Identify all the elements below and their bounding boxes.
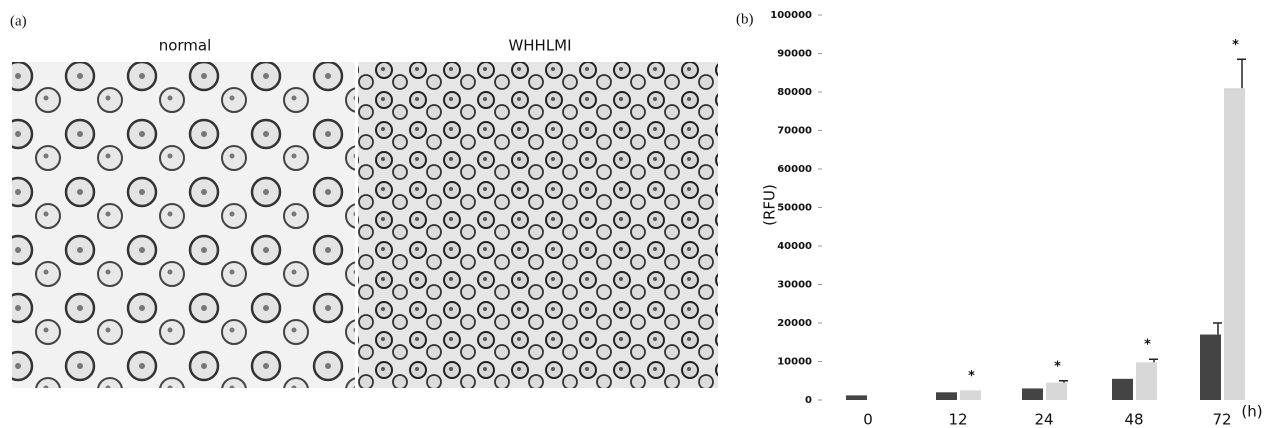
bar <box>1022 388 1043 400</box>
panel-label: (a) <box>10 13 27 29</box>
y-axis-label: (RFU) <box>761 184 779 226</box>
image-label: WHHLMI <box>508 37 571 55</box>
x-tick-label: 72 <box>1212 411 1231 428</box>
y-tick-label: 70000 <box>777 126 812 137</box>
significance-marker: * <box>1144 338 1151 353</box>
x-tick-label: 12 <box>948 411 967 428</box>
micrograph <box>12 62 355 388</box>
error-bar <box>1237 58 1246 89</box>
panel-label: (b) <box>736 11 754 27</box>
y-tick-label: 100000 <box>770 10 812 21</box>
y-tick-label: 30000 <box>777 280 812 291</box>
y-tick-label: 0 <box>805 395 812 406</box>
y-tick-label: 10000 <box>777 357 812 368</box>
significance-marker: * <box>968 369 975 384</box>
y-tick-label: 50000 <box>777 203 812 214</box>
micrograph <box>358 62 718 388</box>
bar <box>936 392 957 400</box>
bar <box>960 390 981 400</box>
bar <box>1112 378 1133 400</box>
x-tick-label: 0 <box>863 411 873 428</box>
y-tick-label: 40000 <box>777 241 812 252</box>
x-axis-label: (h) <box>1241 403 1262 421</box>
y-tick-label: 20000 <box>777 318 812 329</box>
bar <box>1224 88 1245 401</box>
y-tick-label: 90000 <box>777 49 812 60</box>
image-label: normal <box>159 37 212 55</box>
x-tick-label: 48 <box>1124 411 1143 428</box>
bar <box>846 395 867 400</box>
bar <box>1200 334 1221 400</box>
error-bar <box>1213 322 1222 335</box>
significance-marker: * <box>1232 38 1239 53</box>
y-tick-label: 80000 <box>777 87 812 98</box>
x-tick-label: 24 <box>1034 411 1053 428</box>
bar <box>1136 362 1157 400</box>
error-bar <box>1059 380 1068 383</box>
error-bar <box>1149 358 1158 363</box>
significance-marker: * <box>1054 359 1061 374</box>
bar <box>1046 382 1067 400</box>
y-tick-label: 60000 <box>777 164 812 175</box>
